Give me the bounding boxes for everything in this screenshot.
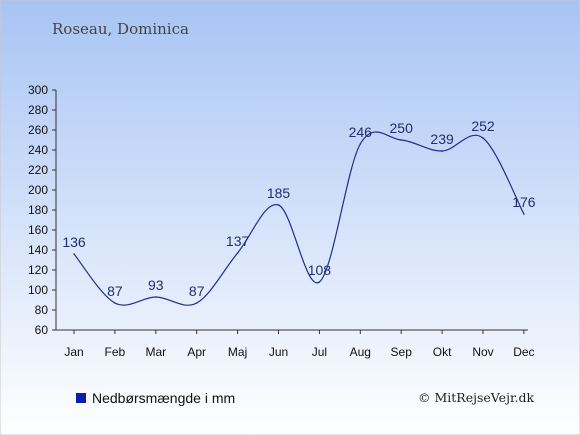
tick-labels: 60 80 100 120 140 160 180 200 220 240 260 280 300 Jan… [28, 83, 535, 359]
x-tick-label: Sep [391, 345, 413, 359]
y-tick-label: 80 [35, 303, 49, 317]
data-labels: 136 87 93 87 137 185 108 246 250 239 252 176 [62, 118, 535, 299]
y-tick-label: 160 [28, 223, 48, 237]
data-label: 137 [226, 233, 250, 249]
x-tick-label: Nov [472, 345, 493, 359]
x-tick-label: Jun [269, 345, 288, 359]
y-tick-label: 60 [35, 323, 49, 337]
x-tick-label: Feb [105, 345, 126, 359]
data-label: 176 [512, 194, 536, 210]
x-tick-label: Aug [350, 345, 371, 359]
data-point [195, 302, 198, 304]
data-point [73, 253, 75, 255]
data-label: 252 [471, 118, 495, 134]
location-title: Roseau, Dominica [52, 20, 189, 38]
y-tick-label: 120 [28, 263, 48, 277]
legend-label: Nedbørsmængde i mm [92, 390, 236, 406]
x-tick-label: Jul [312, 345, 327, 359]
data-point [155, 296, 157, 298]
data-label: 108 [308, 262, 332, 278]
x-tick-label: Dec [513, 345, 534, 359]
data-point [441, 150, 443, 152]
x-tick-label: Maj [228, 345, 247, 359]
data-label: 136 [62, 234, 86, 250]
y-tick-label: 100 [28, 283, 48, 297]
legend: Nedbørsmængde i mm [76, 390, 235, 406]
precipitation-line [73, 131, 525, 306]
data-label: 87 [107, 283, 123, 299]
data-point [482, 137, 484, 139]
axes [52, 89, 528, 334]
data-point [400, 139, 403, 141]
x-tick-label: Apr [187, 345, 206, 359]
y-tick-label: 180 [28, 203, 48, 217]
data-label: 93 [148, 277, 164, 293]
y-tick-label: 220 [28, 163, 48, 177]
y-tick-label: 140 [28, 243, 48, 257]
data-label: 246 [349, 124, 373, 140]
data-label: 87 [189, 283, 205, 299]
data-label: 250 [390, 120, 414, 136]
legend-swatch [76, 393, 86, 403]
x-tick-label: Jan [64, 345, 83, 359]
data-point [359, 143, 362, 145]
data-point [277, 204, 280, 206]
y-tick-label: 260 [28, 123, 48, 137]
data-point [523, 213, 525, 215]
data-point [236, 252, 239, 254]
data-label: 239 [430, 131, 454, 147]
copyright-text: © MitRejseVejr.dk [418, 390, 535, 405]
y-tick-label: 280 [28, 103, 48, 117]
data-point [114, 302, 116, 304]
y-tick-label: 200 [28, 183, 48, 197]
y-tick-label: 240 [28, 143, 48, 157]
x-tick-label: Mar [145, 345, 166, 359]
data-points [73, 137, 525, 304]
data-point [318, 281, 321, 283]
data-label: 185 [267, 185, 291, 201]
x-tick-label: Okt [433, 345, 452, 359]
y-tick-label: 300 [28, 83, 48, 97]
